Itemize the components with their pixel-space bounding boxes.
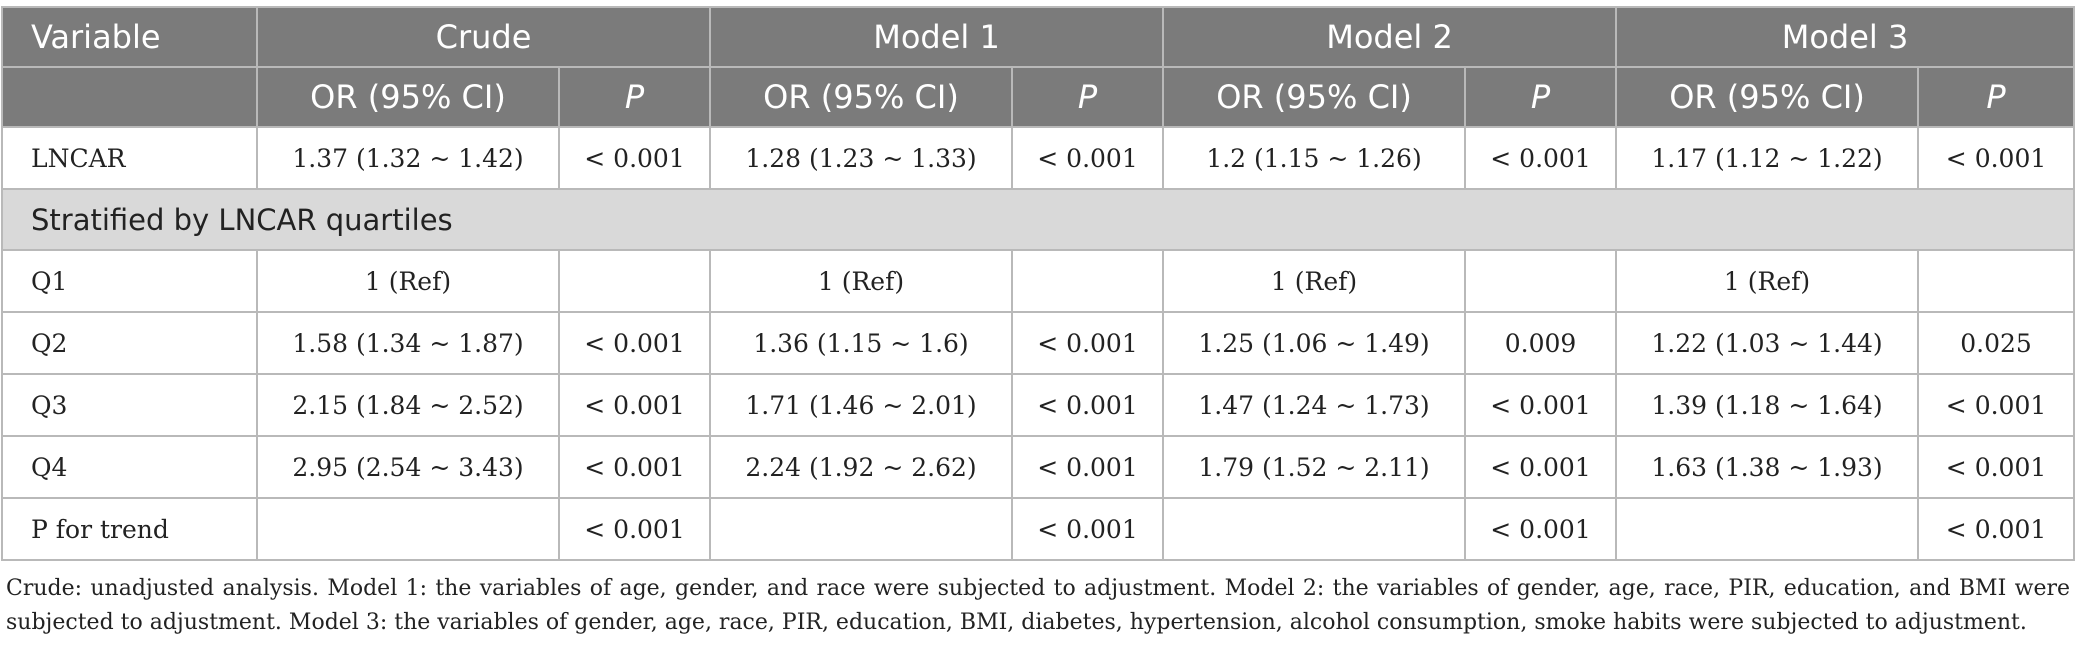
cell-or-model-3: 1.22 (1.03 ~ 1.44) [1615, 311, 1920, 375]
table-row: Q1 1 (Ref) 1 (Ref) 1 (Ref) 1 (Ref) [1, 249, 2076, 313]
table-row: LNCAR 1.37 (1.32 ~ 1.42) < 0.001 1.28 (1… [1, 126, 2076, 190]
cell-or-model-1: 2.24 (1.92 ~ 2.62) [709, 435, 1013, 499]
cell-or-model-1: 1.28 (1.23 ~ 1.33) [709, 126, 1013, 190]
cell-or-crude: 2.95 (2.54 ~ 3.43) [256, 435, 560, 499]
cell-p-crude: < 0.001 [558, 373, 711, 437]
cell-p-model-2: < 0.001 [1464, 126, 1618, 190]
cell-p-model-3: < 0.001 [1917, 435, 2076, 499]
cell-p-model-3: < 0.001 [1917, 373, 2076, 437]
cell-p-model-2: < 0.001 [1464, 497, 1618, 561]
cell-p-model-3: 0.025 [1917, 311, 2076, 375]
table-row: Q3 2.15 (1.84 ~ 2.52) < 0.001 1.71 (1.46… [1, 373, 2076, 437]
cell-or-crude: 1 (Ref) [256, 249, 560, 313]
table-footnote: Crude: unadjusted analysis. Model 1: the… [6, 576, 2070, 635]
row-label: Q2 [1, 311, 258, 375]
cell-p-model-1: < 0.001 [1010, 435, 1165, 499]
table-row: Q4 2.95 (2.54 ~ 3.43) < 0.001 2.24 (1.92… [1, 435, 2076, 499]
cell-or-crude: 1.37 (1.32 ~ 1.42) [256, 126, 560, 190]
section-row: Stratified by LNCAR quartiles [0, 188, 2076, 251]
cell-or-model-2: 1.25 (1.06 ~ 1.49) [1162, 311, 1467, 375]
row-label: Q3 [1, 373, 258, 437]
row-label: LNCAR [1, 126, 258, 190]
cell-p-model-1: < 0.001 [1010, 497, 1165, 561]
header-p-crude: P [558, 66, 711, 128]
results-table-container: Variable Crude Model 1 Model 2 Model 3 O… [0, 6, 2076, 561]
cell-or-model-1: 1 (Ref) [709, 249, 1013, 313]
cell-p-model-2: 0.009 [1464, 311, 1618, 375]
table-row: P for trend < 0.001 < 0.001 < 0.001 < 0.… [1, 497, 2076, 561]
header-row-groups: Variable Crude Model 1 Model 2 Model 3 [1, 6, 2076, 68]
row-label: Q4 [1, 435, 258, 499]
cell-p-model-3: < 0.001 [1917, 497, 2076, 561]
cell-p-model-3 [1917, 249, 2076, 313]
cell-or-model-2: 1.47 (1.24 ~ 1.73) [1162, 373, 1467, 437]
cell-or-model-2: 1 (Ref) [1162, 249, 1467, 313]
cell-or-crude [256, 497, 560, 561]
cell-p-model-2: < 0.001 [1464, 435, 1618, 499]
cell-p-model-1: < 0.001 [1010, 311, 1165, 375]
cell-p-model-1 [1010, 249, 1165, 313]
header-p-model-2: P [1464, 66, 1618, 128]
section-title: Stratified by LNCAR quartiles [0, 188, 2076, 251]
cell-or-crude: 1.58 (1.34 ~ 1.87) [256, 311, 560, 375]
cell-or-model-3: 1 (Ref) [1615, 249, 1920, 313]
cell-p-crude: < 0.001 [558, 311, 711, 375]
header-row-subheaders: OR (95% CI) P OR (95% CI) P OR (95% CI) … [1, 66, 2076, 128]
cell-p-model-1: < 0.001 [1010, 126, 1165, 190]
cell-or-model-2: 1.79 (1.52 ~ 2.11) [1162, 435, 1467, 499]
cell-or-model-3: 1.17 (1.12 ~ 1.22) [1615, 126, 1920, 190]
cell-p-crude: < 0.001 [558, 126, 711, 190]
cell-or-crude: 2.15 (1.84 ~ 2.52) [256, 373, 560, 437]
cell-or-model-1: 1.71 (1.46 ~ 2.01) [709, 373, 1013, 437]
cell-p-model-3: < 0.001 [1917, 126, 2076, 190]
cell-or-model-1: 1.36 (1.15 ~ 1.6) [709, 311, 1013, 375]
cell-p-crude: < 0.001 [558, 497, 711, 561]
cell-p-crude [558, 249, 711, 313]
cell-p-model-2 [1464, 249, 1618, 313]
cell-p-model-1: < 0.001 [1010, 373, 1165, 437]
cell-or-model-2: 1.2 (1.15 ~ 1.26) [1162, 126, 1467, 190]
header-or-model-3: OR (95% CI) [1615, 66, 1920, 128]
header-p-model-3: P [1917, 66, 2076, 128]
header-group-model-3: Model 3 [1615, 6, 2076, 68]
cell-or-model-1 [709, 497, 1013, 561]
header-group-model-1: Model 1 [708, 6, 1165, 68]
header-group-crude: Crude [256, 6, 711, 68]
row-label: P for trend [1, 497, 258, 561]
header-or-model-2: OR (95% CI) [1162, 66, 1467, 128]
header-or-model-1: OR (95% CI) [709, 66, 1013, 128]
header-p-model-1: P [1010, 66, 1165, 128]
cell-p-model-2: < 0.001 [1464, 373, 1618, 437]
row-label: Q1 [1, 249, 258, 313]
cell-or-model-3 [1615, 497, 1920, 561]
cell-p-crude: < 0.001 [558, 435, 711, 499]
cell-or-model-3: 1.39 (1.18 ~ 1.64) [1615, 373, 1920, 437]
header-group-model-2: Model 2 [1162, 6, 1618, 68]
cell-or-model-3: 1.63 (1.38 ~ 1.93) [1615, 435, 1920, 499]
header-or-crude: OR (95% CI) [256, 66, 560, 128]
header-empty [1, 66, 258, 128]
header-variable: Variable [1, 6, 258, 68]
table-row: Q2 1.58 (1.34 ~ 1.87) < 0.001 1.36 (1.15… [1, 311, 2076, 375]
results-table: Variable Crude Model 1 Model 2 Model 3 O… [0, 6, 2076, 561]
cell-or-model-2 [1162, 497, 1467, 561]
